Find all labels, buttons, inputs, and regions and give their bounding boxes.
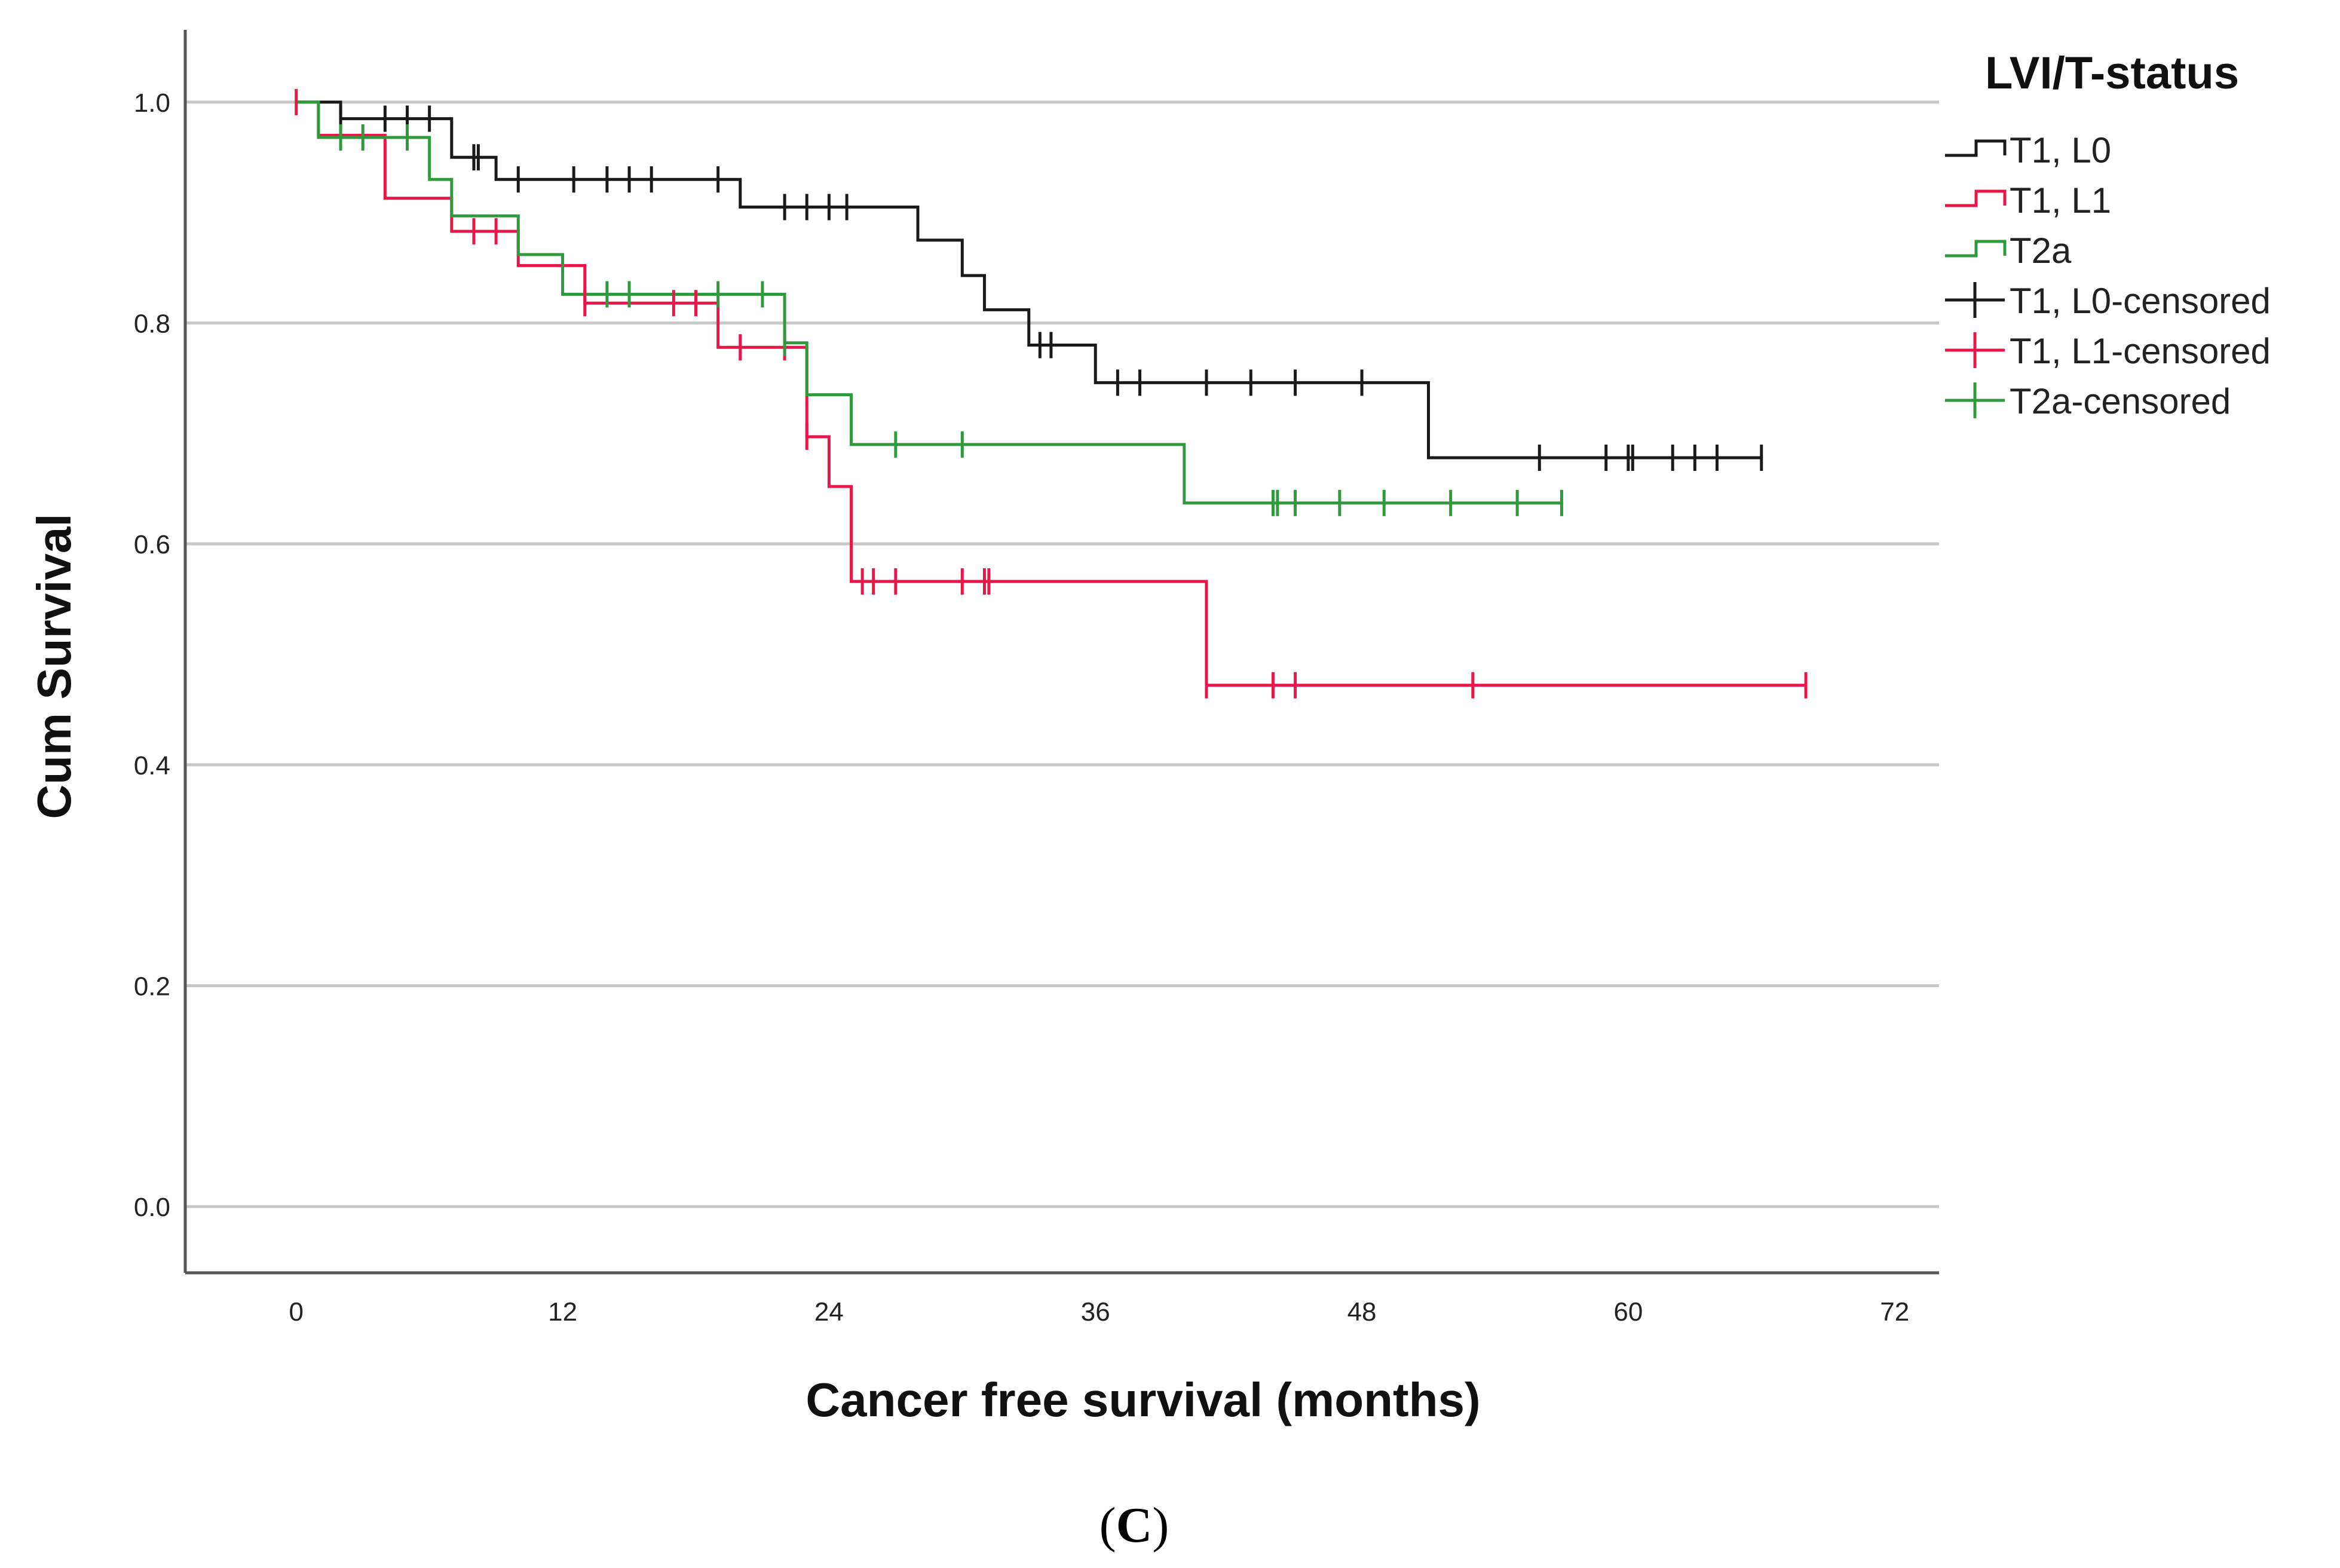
legend-swatch-1 — [1945, 189, 2007, 207]
y-tick-label-3: 0.6 — [134, 530, 170, 559]
legend-label-4: T1, L1-censored — [2010, 331, 2271, 371]
x-axis-title: Cancer free survival (months) — [805, 1373, 1480, 1426]
x-tick-label-6: 72 — [1880, 1297, 1909, 1327]
panel-letter: C — [1116, 1497, 1153, 1553]
legend-entry-2: T2a — [1945, 231, 2072, 271]
legend-entry-1: T1, L1 — [1945, 180, 2111, 220]
y-tick-label-0: 0.0 — [134, 1193, 170, 1222]
legend-swatch-0 — [1945, 139, 2007, 157]
gridlines — [185, 100, 1939, 1208]
legend-entry-3: T1, L0-censored — [1945, 281, 2271, 321]
y-tick-label-4: 0.8 — [134, 310, 170, 339]
legend-label-3: T1, L0-censored — [2010, 281, 2271, 321]
y-axis-title: Cum Survival — [27, 513, 81, 819]
x-tick-label-1: 12 — [548, 1297, 577, 1327]
legend: T1, L0 T1, L1 T2a T1, L0-censored T1, L1-cen… — [1945, 130, 2271, 421]
legend-label-0: T1, L0 — [2010, 130, 2111, 170]
censor-marks — [295, 88, 1808, 699]
x-tick-label-3: 36 — [1081, 1297, 1110, 1327]
panel-label: (C) — [1099, 1497, 1169, 1553]
y-tick-label-2: 0.4 — [134, 751, 170, 780]
legend-label-5: T2a-censored — [2010, 381, 2231, 421]
legend-entry-4: T1, L1-censored — [1945, 331, 2271, 371]
legend-label-2: T2a — [2010, 231, 2072, 271]
x-tick-label-5: 60 — [1613, 1297, 1643, 1327]
series-line-t1-l0 — [296, 100, 1762, 460]
x-tick-label-2: 24 — [814, 1297, 844, 1327]
tick-labels: 0 12 24 36 48 60 72 0.0 0.2 0.4 0.6 0.8 1.0 — [134, 88, 1909, 1327]
series-line-t2a — [296, 100, 1562, 505]
axes — [183, 30, 1939, 1275]
x-tick-label-0: 0 — [289, 1297, 304, 1327]
series-line-t1-l1 — [296, 100, 1806, 687]
legend-label-1: T1, L1 — [2010, 180, 2111, 220]
legend-swatch-2 — [1945, 240, 2007, 258]
legend-entry-5: T2a-censored — [1945, 381, 2231, 421]
y-tick-label-5: 1.0 — [134, 88, 170, 118]
survival-curves — [296, 100, 1806, 687]
legend-title: LVI/T-status — [1985, 48, 2239, 99]
x-tick-label-4: 48 — [1347, 1297, 1377, 1327]
legend-entry-0: T1, L0 — [1945, 130, 2111, 170]
y-tick-label-1: 0.2 — [134, 972, 170, 1001]
